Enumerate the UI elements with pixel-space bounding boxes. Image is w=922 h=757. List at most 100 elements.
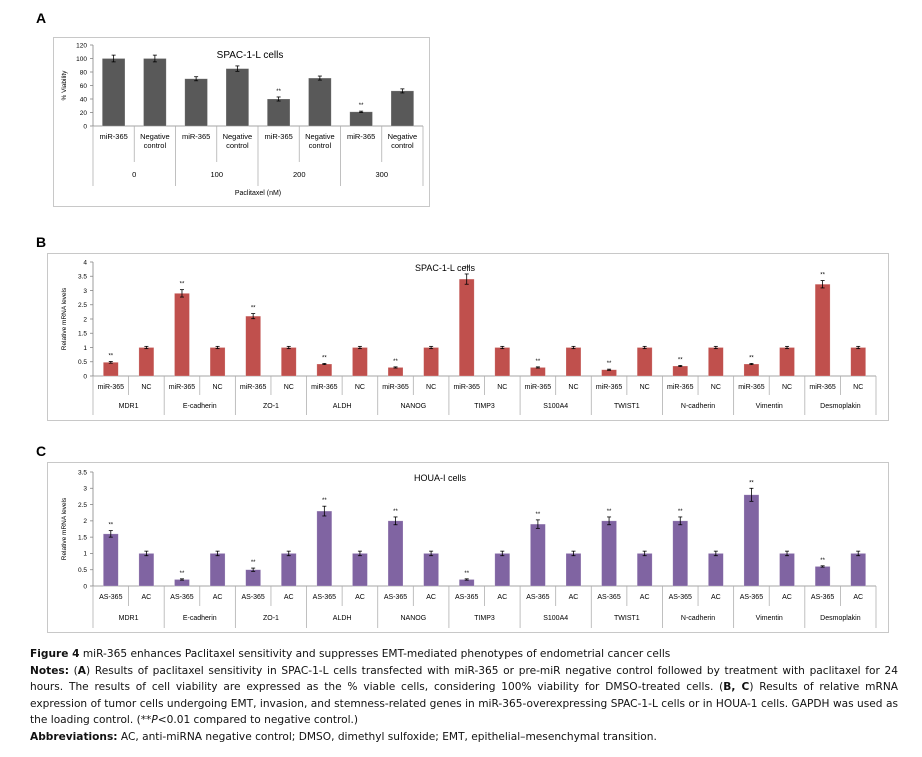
chart-c-group-label: NANOG [400, 615, 426, 622]
chart-c-ytick-label: 3.5 [78, 469, 87, 476]
chart-b-category-label: miR-365 [311, 384, 338, 391]
chart-c-group-label: ALDH [333, 615, 352, 622]
panel-label-c: C [36, 443, 47, 459]
chart-c-category-label: AC [711, 594, 721, 601]
chart-c-bar [708, 553, 724, 587]
chart-a-xlabel: Paclitaxel (nM) [235, 190, 281, 197]
chart-a-ytick-label: 20 [80, 110, 88, 117]
chart-c-significance: ** [393, 509, 398, 515]
chart-c-group-label: ZO-1 [263, 615, 279, 622]
chart-c-group-label: N-cadherin [681, 615, 715, 622]
chart-c-bar [530, 523, 546, 587]
chart-a-group-label: 100 [210, 170, 223, 179]
chart-b-significance: ** [464, 266, 469, 272]
chart-a-ytick-label: 100 [76, 56, 87, 63]
chart-b-group-label: TIMP3 [474, 403, 495, 410]
chart-c-ytick-label: 2.5 [78, 502, 87, 509]
chart-b-category-label: NC [497, 384, 507, 391]
chart-b-ytick-label: 4 [83, 259, 87, 266]
chart-c-bar [138, 553, 155, 587]
chart-c-category-label: AC [853, 594, 863, 601]
chart-b-category-label: NC [782, 384, 792, 391]
chart-c-group-label: S100A4 [543, 615, 568, 622]
chart-c-category-label: AC [569, 594, 579, 601]
chart-c-bar [245, 569, 261, 587]
chart-c-bar [280, 553, 297, 587]
chart-a-category-label: Negative [388, 132, 418, 141]
chart-c-bar [779, 553, 795, 587]
chart-a-group-label: 0 [132, 170, 136, 179]
chart-b-ytick-label: 1 [83, 345, 87, 352]
figure-title: miR-365 enhances Paclitaxel sensitivity … [79, 648, 671, 660]
chart-c-category-label: AS-365 [455, 594, 478, 601]
chart-c-significance: ** [464, 571, 469, 577]
chart-a-category-label: miR-365 [182, 132, 210, 141]
notes-label: Notes: [30, 664, 69, 677]
chart-b-significance: ** [251, 306, 256, 312]
chart-c-significance: ** [820, 558, 825, 564]
chart-c-significance: ** [607, 509, 612, 515]
chart-c-category-label: AS-365 [170, 594, 193, 601]
chart-c-category-label: AS-365 [313, 594, 336, 601]
chart-b-significance: ** [180, 282, 185, 288]
chart-c-category-label: AS-365 [597, 594, 620, 601]
chart-c-bar [850, 553, 866, 587]
chart-c-group-label: TWIST1 [614, 615, 640, 622]
chart-b-title: SPAC-1-L cells [415, 263, 476, 273]
chart-b-category-label: miR-365 [453, 384, 480, 391]
chart-a-category-label: control [226, 141, 249, 150]
chart-b-significance: ** [393, 359, 398, 365]
chart-c-group-label: MDR1 [119, 615, 139, 622]
chart-b-significance: ** [820, 273, 825, 279]
chart-c-category-label: AC [426, 594, 436, 601]
chart-c-bar [636, 553, 653, 587]
chart-a-ytick-label: 40 [80, 96, 88, 103]
chart-b-group-label: TWIST1 [614, 403, 640, 410]
chart-c-bar [103, 533, 119, 587]
chart-b-group-label: ZO-1 [263, 403, 279, 410]
chart-a-group-label: 200 [293, 170, 306, 179]
notes-bc-text: ) Results of relative mRNA expression of… [30, 681, 898, 726]
chart-b-group-label: Desmoplakin [820, 403, 861, 410]
chart-a-category-label: Negative [305, 132, 335, 141]
chart-b-significance: ** [322, 355, 327, 361]
chart-c-significance: ** [180, 571, 185, 577]
caption-abbreviations: Abbreviations: AC, anti-miRNA negative c… [30, 729, 898, 746]
chart-a-group-label: 300 [375, 170, 388, 179]
chart-c-category-label: AS-365 [526, 594, 549, 601]
chart-b-category-label: miR-365 [596, 384, 623, 391]
chart-c-ytick-label: 1 [83, 551, 87, 558]
chart-b-category-label: miR-365 [525, 384, 552, 391]
chart-c-category-label: AC [284, 594, 294, 601]
chart-b-category-label: miR-365 [738, 384, 765, 391]
chart-a-title: SPAC-1-L cells [217, 50, 284, 61]
chart-c-category-label: AS-365 [241, 594, 264, 601]
chart-c-category-label: AS-365 [99, 594, 122, 601]
chart-b-category-label: NC [711, 384, 721, 391]
chart-b-ytick-label: 0 [83, 373, 87, 380]
chart-b-category-label: NC [853, 384, 863, 391]
chart-c-group-label: TIMP3 [474, 615, 495, 622]
chart-c-category-label: AC [497, 594, 507, 601]
chart-c-ylabel: Relative mRNA levels [61, 497, 68, 560]
chart-b-category-label: miR-365 [240, 384, 267, 391]
chart-c-category-label: AC [355, 594, 365, 601]
chart-b-category-label: miR-365 [169, 384, 196, 391]
chart-c-bar [352, 553, 368, 587]
notes-bc-label: B, C [723, 681, 750, 693]
chart-b-category-label: miR-365 [667, 384, 694, 391]
chart-b-group-label: Vimentin [756, 403, 783, 410]
chart-b-significance: ** [749, 355, 754, 361]
chart-b-category-label: miR-365 [98, 384, 125, 391]
chart-b-category-label: NC [213, 384, 223, 391]
chart-b-group-label: NANOG [400, 403, 426, 410]
chart-c-significance: ** [749, 480, 754, 486]
chart-b-category-label: NC [568, 384, 578, 391]
chart-a-significance: ** [359, 103, 364, 109]
chart-c-group-label: E-cadherin [183, 615, 217, 622]
chart-b-significance: ** [536, 359, 541, 365]
figure-caption: Figure 4 miR-365 enhances Paclitaxel sen… [30, 646, 898, 745]
chart-b-ylabel: Relative mRNA levels [61, 287, 68, 350]
